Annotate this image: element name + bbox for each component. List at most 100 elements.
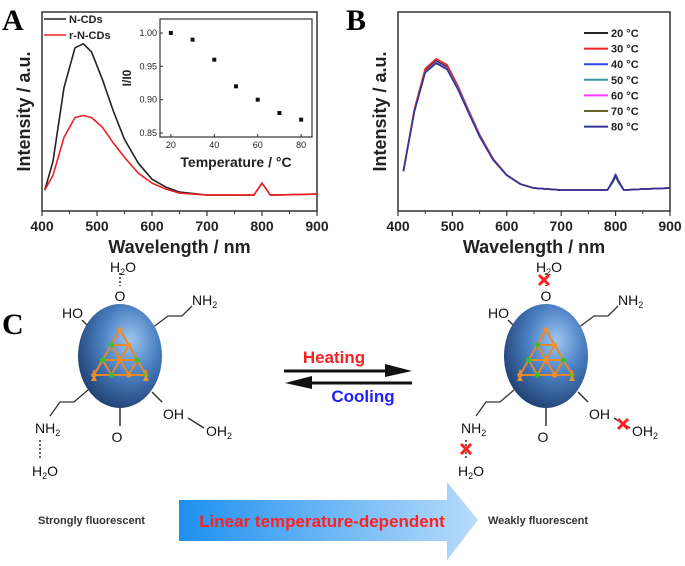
inset-x-tick-label: 20 [166,140,176,150]
lattice-atom [126,372,132,378]
lattice-atom [569,375,575,381]
lattice-bond [119,344,130,361]
water-lower-right-subscript: 2 [227,431,232,441]
x-tick-label: 800 [604,218,628,234]
inset-y-axis-label: I/I0 [120,69,134,86]
legend-label: 60 °C [611,90,639,102]
break-stroke [537,273,551,287]
lattice-atom [534,342,540,348]
hydroxyl-upper-left-part: HO [488,305,509,321]
inset-data-point [299,117,304,122]
lattice-bond [527,344,539,361]
oxygen-bottom-part: O [538,429,549,445]
lattice-atom [91,375,97,381]
legend-label: 20 °C [611,28,639,40]
amine-upper-right-part: NH [618,292,638,308]
lattice-bond [527,359,539,376]
hydroxyl-upper-left: HO [488,305,509,321]
carbon-dot-sphere [504,304,588,408]
bond-line [577,391,589,403]
water-lower-right: OH2 [206,423,232,441]
amine-chain [151,305,193,329]
heating-label: Heating [303,348,365,367]
x-tick-label: 400 [30,218,54,234]
lattice-bond [93,359,104,376]
water-lower-left-part: O [47,463,58,479]
bond-broken-icon [537,273,551,287]
inset-x-tick-label: 40 [209,140,219,150]
lattice-bond [110,329,121,346]
water-lower-right-subscript: 2 [653,431,658,441]
amine-upper-right: NH2 [192,292,217,310]
amine-lower-left-part: NH [461,420,481,436]
oxygen-top: O [541,288,552,304]
lattice-atom [126,342,132,348]
lattice-bond [119,329,130,346]
lattice-atom [117,327,123,333]
lattice-atom [143,375,149,381]
inset-data-point [234,84,238,89]
inset-data-point [212,57,217,62]
hydroxyl-upper-left-part: HO [62,305,83,321]
water-lower-left-part: H [458,463,468,479]
amine-upper-right-part: NH [192,292,212,308]
lattice-bond [519,359,530,376]
y-axis-label: Intensity / a.u. [14,51,34,171]
lattice-atom [526,357,532,363]
amine-chain [577,305,619,329]
water-lower-left: H2O [32,463,58,481]
legend-label: r-N-CDs [69,30,111,42]
hydroxyl-lower-right-part: OH [589,406,610,422]
x-tick-label: 900 [658,218,682,234]
water-lower-left-part: H [32,463,42,479]
lattice-bond [536,359,547,376]
lattice-atom [543,357,549,363]
lattice-atom [543,327,549,333]
x-tick-label: 700 [550,218,574,234]
inset-data-point [255,97,260,102]
break-stroke [459,442,473,456]
x-axis-label: Wavelength / nm [108,237,250,257]
amine-lower-left: NH2 [461,420,486,438]
bond-broken-icon [616,417,630,431]
lattice-bond [110,344,121,361]
inset-y-tick-label: 0.95 [139,61,157,71]
lattice-bond [127,344,139,361]
oxygen-top-part: O [115,288,126,304]
heating-arrow-head-icon [385,364,412,377]
oxygen-top-part: O [541,288,552,304]
inset-frame [159,18,313,138]
water-lower-right: OH2 [632,423,658,441]
inset-x-axis-label: Temperature / °C [180,154,291,170]
lattice-bond [110,359,121,376]
inset-data-point [168,31,173,35]
x-tick-label: 500 [85,218,109,234]
legend-label: 50 °C [611,75,639,87]
water-top-part: O [551,259,562,275]
amine-lower-left-subscript: 2 [481,428,486,438]
water-top-subscript: 2 [546,267,551,277]
panel-letter-b: B [346,4,366,37]
lattice-atom [108,342,114,348]
amine-upper-right-subscript: 2 [638,300,643,310]
hydroxyl-lower-right: OH [589,406,610,422]
inset-data-point [277,111,282,115]
water-top-part: H [110,259,120,275]
lattice-bond [553,359,565,376]
oxygen-top: O [115,288,126,304]
x-tick-label: 800 [250,218,274,234]
water-lower-right-part: OH [632,423,653,439]
trend-arrow-label: Linear temperature-dependent [199,512,445,531]
x-tick-label: 600 [495,218,519,234]
scheme-c: OH2OHONH2OOHOH2NH2H2OOH2OHONH2OOHOH2NH2H… [32,259,658,560]
lattice-atom [517,375,523,381]
legend-label: 80 °C [611,122,639,134]
series-line-r-n-cds [44,114,318,196]
water-top: H2O [110,259,136,277]
inset-y-tick-label: 1.00 [139,28,157,38]
water-lower-left-subscript: 2 [468,471,473,481]
chart-b: 400 500 600 700 800 900 Wavelength / nm Intensi… [370,11,682,257]
legend-label: 40 °C [611,59,639,71]
